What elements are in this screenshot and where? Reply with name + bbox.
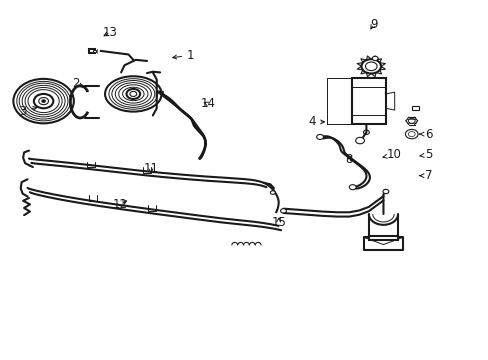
Text: 5: 5: [419, 148, 431, 161]
Text: 14: 14: [200, 98, 215, 111]
Text: 13: 13: [103, 26, 118, 39]
Text: 12: 12: [112, 198, 127, 211]
Circle shape: [361, 59, 380, 73]
Bar: [351, 78, 385, 125]
Circle shape: [280, 209, 286, 213]
Bar: [89, 49, 95, 53]
Text: 8: 8: [345, 153, 352, 166]
Circle shape: [355, 137, 364, 144]
Text: 7: 7: [419, 169, 432, 182]
Text: 10: 10: [382, 148, 400, 161]
Text: 4: 4: [307, 116, 324, 129]
Text: 9: 9: [369, 18, 377, 31]
Circle shape: [382, 189, 388, 194]
Circle shape: [371, 56, 377, 60]
Circle shape: [405, 130, 417, 139]
Text: 3: 3: [19, 105, 37, 118]
Text: 15: 15: [271, 216, 285, 229]
Bar: [368, 236, 397, 240]
Text: 6: 6: [419, 127, 432, 141]
Text: 1: 1: [172, 49, 194, 62]
Bar: [93, 50, 96, 52]
Circle shape: [126, 89, 140, 99]
Circle shape: [41, 100, 45, 103]
Circle shape: [270, 191, 275, 194]
Text: 2: 2: [72, 77, 83, 90]
Circle shape: [348, 185, 355, 190]
Circle shape: [316, 134, 323, 139]
Circle shape: [34, 94, 53, 108]
Text: 11: 11: [143, 162, 158, 175]
Bar: [411, 106, 418, 111]
